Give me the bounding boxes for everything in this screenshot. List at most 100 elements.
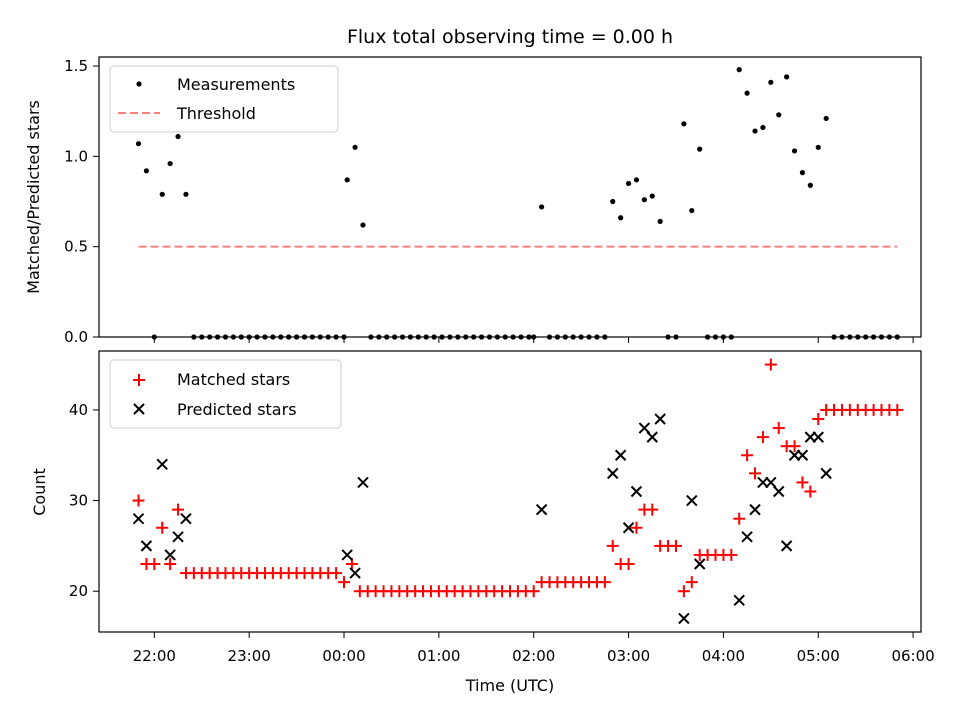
predicted-star-point xyxy=(654,413,666,425)
measurement-point xyxy=(649,193,655,199)
legend-matched-label: Matched stars xyxy=(177,370,290,389)
measurement-point xyxy=(657,218,663,224)
measurement-point xyxy=(352,144,358,150)
matched-star-point xyxy=(725,548,738,561)
matched-star-point xyxy=(804,485,817,498)
bottom-x-tick-label: 02:00 xyxy=(512,647,555,665)
measurement-point xyxy=(768,79,774,85)
predicted-star-stroke xyxy=(646,431,658,443)
predicted-star-stroke xyxy=(132,512,145,525)
predicted-star-stroke xyxy=(733,594,745,606)
bottom-marks xyxy=(132,358,904,625)
measurement-point xyxy=(681,121,687,127)
predicted-star-stroke xyxy=(780,540,793,552)
predicted-star-stroke xyxy=(172,531,184,543)
legend-threshold-label: Threshold xyxy=(176,104,256,123)
predicted-star-point xyxy=(741,531,753,543)
bottom-x-tick-label: 04:00 xyxy=(702,647,745,665)
predicted-star-stroke xyxy=(773,485,785,498)
measurement-point xyxy=(183,191,189,197)
predicted-star-point xyxy=(535,503,548,516)
top-y-tick-label: 0.5 xyxy=(64,238,88,256)
bottom-panel: 20 30 40 22:00 23:00 00:00 01:00 02:00 03:00 04:… xyxy=(30,350,935,695)
predicted-star-point xyxy=(156,458,168,471)
measurement-point xyxy=(625,180,632,187)
measurement-point xyxy=(641,197,647,203)
matched-star-point xyxy=(598,576,611,589)
measurement-point xyxy=(791,148,798,154)
predicted-star-point xyxy=(140,540,153,552)
predicted-star-stroke xyxy=(156,458,168,471)
predicted-star-point xyxy=(773,485,785,498)
measurement-point xyxy=(610,198,616,205)
predicted-star-stroke xyxy=(796,449,809,461)
predicted-star-stroke xyxy=(140,540,153,552)
predicted-star-point xyxy=(765,476,777,489)
matched-star-point xyxy=(733,512,746,525)
top-panel: 0.0 0.5 1.0 1.5 Matched/Predicted stars Mea… xyxy=(24,56,922,346)
top-y-tick-label: 1.0 xyxy=(64,147,88,165)
bottom-x-tick-label: 06:00 xyxy=(891,647,934,665)
predicted-star-point xyxy=(164,549,176,561)
predicted-star-stroke xyxy=(812,431,824,443)
matched-star-point xyxy=(132,494,145,507)
predicted-star-stroke xyxy=(686,494,698,507)
measurement-point xyxy=(799,170,806,176)
predicted-star-stroke xyxy=(741,531,753,543)
bottom-x-ticks: 22:00 23:00 00:00 01:00 02:00 03:00 04:00 05:00… xyxy=(133,632,935,665)
predicted-star-stroke xyxy=(638,422,651,434)
matched-star-point xyxy=(622,558,635,571)
measurement-point xyxy=(784,74,790,80)
matched-star-point xyxy=(527,585,540,598)
measurement-point xyxy=(167,160,173,167)
bottom-axes-frame xyxy=(98,350,922,633)
predicted-star-stroke xyxy=(614,449,627,461)
matched-star-point xyxy=(685,576,698,589)
predicted-star-point xyxy=(180,512,192,525)
predicted-star-stroke xyxy=(765,476,777,489)
measurement-point xyxy=(815,144,821,150)
predicted-star-stroke xyxy=(678,612,690,625)
legend-predicted-label: Predicted stars xyxy=(177,400,297,419)
matched-star-point xyxy=(646,503,659,516)
measurement-point xyxy=(760,124,766,131)
matched-star-point xyxy=(669,539,682,552)
predicted-star-stroke xyxy=(341,549,353,561)
matched-star-point xyxy=(330,567,343,580)
matched-star-point xyxy=(812,412,825,425)
predicted-star-point xyxy=(172,531,184,543)
predicted-star-point xyxy=(341,549,353,561)
predicted-star-point xyxy=(638,422,651,434)
matched-star-point xyxy=(677,585,690,598)
top-x-ticks xyxy=(153,337,914,343)
predicted-star-stroke xyxy=(693,558,706,570)
predicted-star-stroke xyxy=(607,467,619,480)
predicted-star-point xyxy=(686,494,698,507)
bottom-x-tick-label: 22:00 xyxy=(133,647,176,665)
predicted-star-point xyxy=(820,467,832,480)
predicted-star-stroke xyxy=(180,512,192,525)
measurement-point xyxy=(159,191,165,197)
matched-star-point xyxy=(788,440,801,453)
bottom-y-ticks: 20 30 40 xyxy=(69,401,99,600)
top-marks xyxy=(135,67,900,340)
bottom-legend-box xyxy=(109,359,342,429)
legend-measurements-label: Measurements xyxy=(177,75,295,94)
predicted-star-stroke xyxy=(164,549,176,561)
bottom-x-tick-label: 00:00 xyxy=(322,647,365,665)
x-axis-label: Time (UTC) xyxy=(465,676,554,695)
top-y-axis-label: Matched/Predicted stars xyxy=(24,100,43,294)
predicted-star-stroke xyxy=(357,476,369,489)
predicted-star-point xyxy=(349,567,361,579)
predicted-star-stroke xyxy=(749,503,761,516)
predicted-star-point xyxy=(132,512,145,525)
measurement-point xyxy=(697,146,703,152)
predicted-star-stroke xyxy=(349,567,361,579)
measurement-point xyxy=(736,67,742,73)
matched-star-point xyxy=(796,476,809,489)
predicted-star-point xyxy=(357,476,369,489)
predicted-star-point xyxy=(796,449,809,461)
predicted-star-point xyxy=(630,485,643,498)
predicted-star-point xyxy=(607,467,619,480)
